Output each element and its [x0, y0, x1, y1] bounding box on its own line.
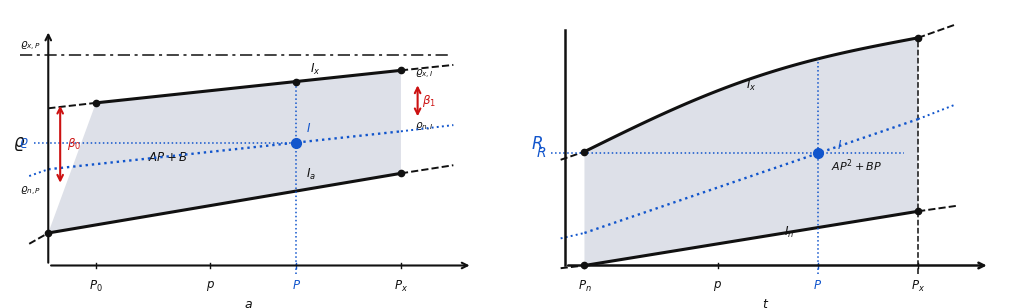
Text: $P_x$: $P_x$: [393, 279, 408, 294]
Text: $R$: $R$: [530, 135, 542, 152]
Text: $P_x$: $P_x$: [911, 279, 925, 294]
Text: $\varrho_{n,I}$: $\varrho_{n,I}$: [416, 120, 434, 134]
Text: $\varrho_{n,P}$: $\varrho_{n,P}$: [19, 184, 41, 198]
Polygon shape: [584, 38, 918, 265]
Text: $I_x$: $I_x$: [310, 62, 320, 77]
Text: $AP+B$: $AP+B$: [148, 151, 188, 164]
Text: $\varrho_{x,I}$: $\varrho_{x,I}$: [416, 68, 434, 81]
Text: $AP^2+BP$: $AP^2+BP$: [830, 157, 881, 173]
Text: $\varrho$: $\varrho$: [13, 135, 26, 152]
Text: $R$: $R$: [536, 146, 547, 160]
Text: $I_a$: $I_a$: [305, 167, 315, 182]
Text: $p$: $p$: [714, 279, 722, 293]
Text: $P_n$: $P_n$: [578, 279, 591, 294]
Text: $I_x$: $I_x$: [746, 78, 756, 93]
Text: $P_0$: $P_0$: [89, 279, 102, 294]
Text: $I$: $I$: [838, 140, 843, 152]
Text: $\varrho$: $\varrho$: [19, 136, 29, 150]
Text: $\beta_1$: $\beta_1$: [423, 93, 436, 109]
Text: $a$: $a$: [244, 298, 252, 308]
Text: $P$: $P$: [813, 279, 822, 292]
Polygon shape: [49, 70, 401, 233]
Text: $p$: $p$: [206, 279, 215, 293]
Text: $P$: $P$: [292, 279, 300, 292]
Text: $\varrho_{x,P}$: $\varrho_{x,P}$: [19, 40, 41, 53]
Text: $I_n$: $I_n$: [785, 225, 794, 240]
Text: $\beta_0$: $\beta_0$: [67, 136, 81, 152]
Text: $t$: $t$: [762, 298, 770, 308]
Text: $I$: $I$: [305, 122, 310, 135]
